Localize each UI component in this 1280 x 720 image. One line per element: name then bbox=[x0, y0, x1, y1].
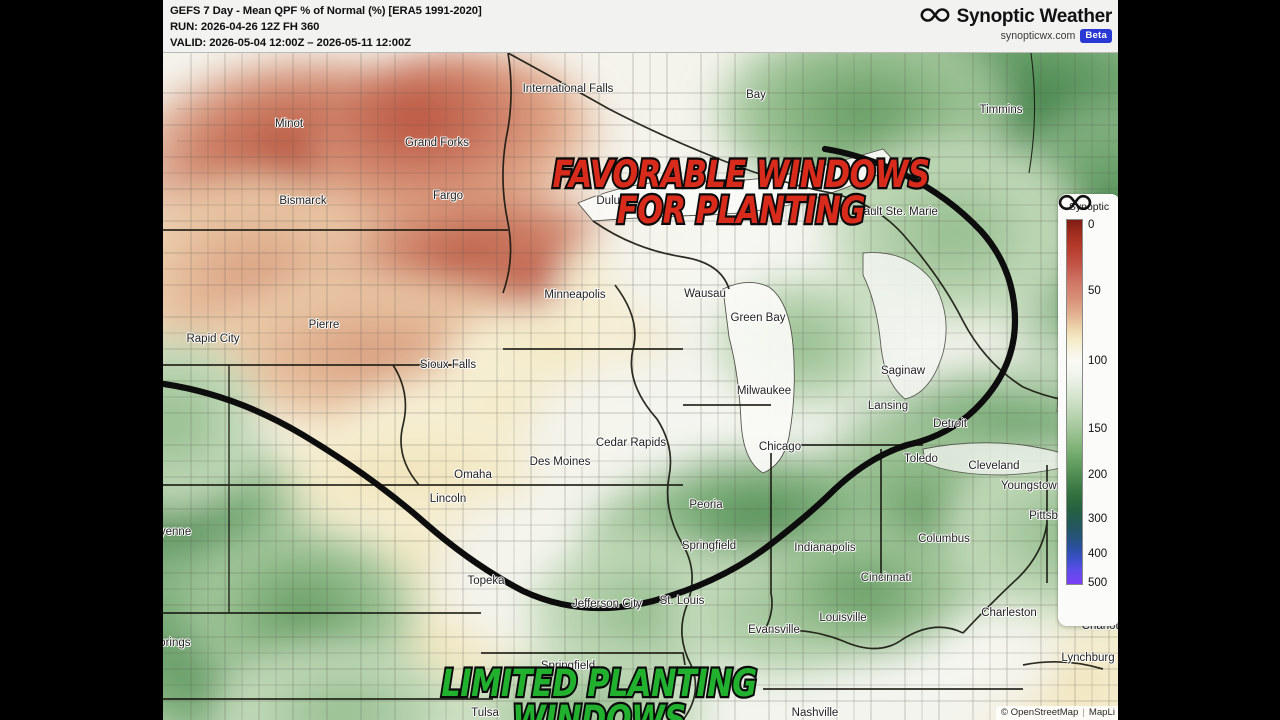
letterbox-right bbox=[1118, 0, 1280, 720]
colorbar-tick: 0 bbox=[1088, 218, 1095, 231]
legend-scale: 0 50 100 150 200 300 400 500 bbox=[1061, 218, 1117, 590]
letterbox-left bbox=[0, 0, 163, 720]
lake-michigan bbox=[722, 282, 795, 474]
state-boundaries bbox=[163, 53, 1118, 720]
annotation-line: LIMITED PLANTING bbox=[439, 662, 759, 705]
renderer-attribution-link[interactable]: MapLi bbox=[1088, 707, 1115, 718]
valid-time-line: VALID: 2026-05-04 12:00Z – 2026-05-11 12… bbox=[170, 37, 411, 50]
colorbar-tick: 300 bbox=[1088, 512, 1108, 525]
lake-huron bbox=[862, 252, 947, 400]
beta-badge: Beta bbox=[1080, 29, 1112, 43]
osm-attribution-link[interactable]: © OpenStreetMap bbox=[1000, 707, 1079, 718]
branding-block: Synoptic Weather synopticwx.com Beta bbox=[920, 4, 1112, 43]
normal-precip-contour bbox=[163, 145, 1019, 612]
brand-name: Synoptic Weather bbox=[956, 6, 1113, 27]
colorbar-tick: 200 bbox=[1088, 468, 1108, 481]
brand-sub-row: synopticwx.com Beta bbox=[1001, 29, 1112, 43]
weather-map[interactable]: Minot Grand Forks International Falls Bisma… bbox=[163, 53, 1118, 720]
header-info-block: GEFS 7 Day - Mean QPF % of Normal (%) [E… bbox=[170, 4, 482, 51]
annotation-line: FOR PLANTING bbox=[615, 189, 867, 233]
colorbar-tick: 150 bbox=[1088, 422, 1108, 435]
colorbar-tick: 400 bbox=[1088, 547, 1108, 560]
lake-superior bbox=[577, 148, 899, 222]
annotation-line: FAVORABLE WINDOWS bbox=[551, 153, 932, 196]
colorbar-legend[interactable]: Synoptic 0 50 100 150 200 300 400 500 bbox=[1058, 194, 1118, 626]
colorbar-tick: 500 bbox=[1088, 577, 1108, 590]
map-header-bar: GEFS 7 Day - Mean QPF % of Normal (%) [E… bbox=[163, 0, 1118, 53]
model-run-line: RUN: 2026-04-26 12Z FH 360 bbox=[170, 21, 320, 34]
annotation-limited-windows: LIMITED PLANTING WINDOWS bbox=[439, 662, 759, 720]
product-title: GEFS 7 Day - Mean QPF % of Normal (%) [E… bbox=[170, 5, 482, 17]
annotation-line: WINDOWS bbox=[510, 698, 688, 720]
colorbar-tick: 50 bbox=[1088, 284, 1101, 297]
map-attribution[interactable]: © OpenStreetMap | MapLi bbox=[995, 706, 1118, 720]
colorbar-tick: 100 bbox=[1088, 354, 1108, 367]
brand-domain[interactable]: synopticwx.com bbox=[1000, 30, 1076, 42]
qpf-anomaly-field bbox=[163, 53, 1118, 720]
attribution-separator: | bbox=[1082, 707, 1085, 718]
colorbar-gradient bbox=[1066, 219, 1083, 585]
map-canvas bbox=[163, 53, 1118, 720]
infinity-icon bbox=[920, 7, 950, 28]
brand-row: Synoptic Weather bbox=[920, 6, 1112, 28]
annotation-favorable-windows: FAVORABLE WINDOWS FOR PLANTING bbox=[551, 153, 932, 233]
